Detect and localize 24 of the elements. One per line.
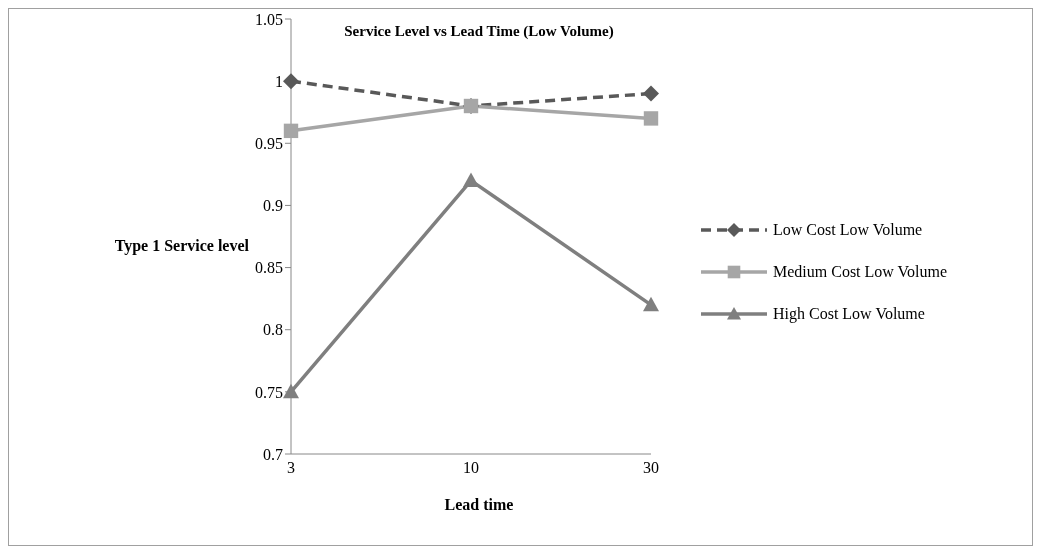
x-tick-label: 30: [643, 459, 659, 477]
y-tick-label: 0.8: [263, 321, 283, 339]
x-axis-title: Lead time: [443, 496, 515, 514]
y-tick-label: 1: [275, 72, 283, 90]
x-tick-label: 10: [463, 459, 479, 477]
y-tick-label: 0.95: [255, 134, 283, 152]
point: [643, 111, 659, 126]
y-tick-label: 0.9: [263, 197, 283, 215]
point: [463, 172, 479, 187]
point: [283, 73, 299, 90]
x-tick-label: 3: [287, 459, 295, 477]
legend-label: Medium Cost Low Volume: [773, 263, 948, 281]
point: [283, 123, 299, 139]
y-tick-label: 0.7: [263, 445, 283, 463]
y-tick-label: 1.05: [255, 10, 283, 28]
chart-title: Service Level vs Lead Time (Low Volume): [343, 23, 615, 40]
y-tick-label: 0.85: [255, 259, 283, 277]
point: [643, 85, 659, 102]
point: [283, 383, 299, 399]
y-axis-title: Type 1 Service level: [113, 237, 249, 255]
legend-label: High Cost Low Volume: [773, 305, 925, 323]
point: [643, 296, 659, 312]
legend-label: Low Cost Low Volume: [773, 221, 923, 239]
y-tick-label: 0.75: [255, 383, 283, 401]
